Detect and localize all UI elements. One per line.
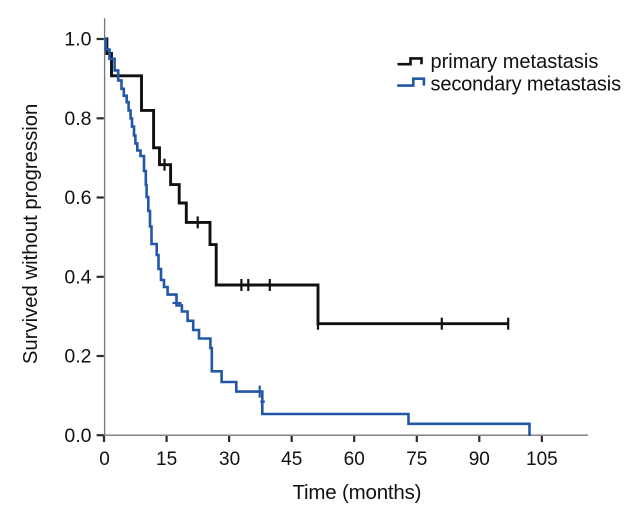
svg-text:105: 105 [526, 449, 558, 470]
svg-text:15: 15 [156, 449, 177, 470]
svg-text:0.0: 0.0 [64, 425, 91, 447]
svg-text:75: 75 [406, 449, 427, 470]
svg-text:secondary metastasis: secondary metastasis [431, 74, 622, 96]
svg-text:0: 0 [99, 449, 110, 470]
svg-text:0.4: 0.4 [64, 267, 91, 289]
svg-text:0.6: 0.6 [64, 187, 91, 209]
svg-text:Survived without progression: Survived without progression [20, 104, 42, 364]
svg-text:0.8: 0.8 [64, 108, 91, 130]
svg-text:60: 60 [344, 449, 365, 470]
svg-text:0.2: 0.2 [64, 346, 91, 368]
svg-text:30: 30 [219, 449, 240, 470]
svg-text:90: 90 [469, 449, 490, 470]
svg-text:primary metastasis: primary metastasis [431, 51, 599, 73]
svg-text:Time (months): Time (months) [293, 481, 422, 504]
svg-text:1.0: 1.0 [64, 29, 91, 51]
svg-text:45: 45 [281, 449, 302, 470]
